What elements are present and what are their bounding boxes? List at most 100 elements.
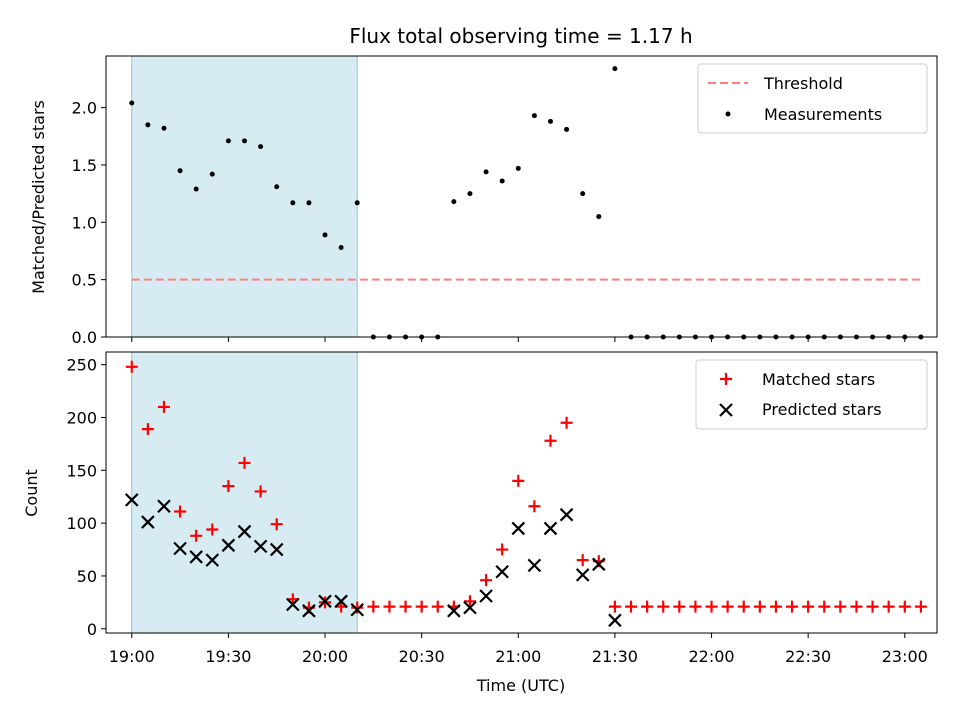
predicted-point	[543, 521, 558, 536]
y-tick-label: 1.5	[72, 156, 97, 175]
x-tick-label: 22:00	[688, 647, 734, 666]
y-tick-label: 0.0	[72, 328, 97, 347]
measurement-point	[193, 186, 199, 192]
matched-point	[206, 523, 219, 536]
ratio-x-ticks	[131, 337, 906, 342]
matched-point	[528, 500, 541, 513]
matched-point	[141, 423, 154, 436]
measurement-point	[531, 113, 537, 119]
matched-point	[480, 574, 493, 587]
measurement-point	[580, 191, 586, 197]
x-tick-label: 19:00	[109, 647, 155, 666]
x-tick-label: 20:00	[302, 647, 348, 666]
matched-point	[769, 600, 782, 613]
y-tick-label: 250	[66, 356, 97, 375]
matched-point	[222, 480, 235, 493]
matched-point	[383, 600, 396, 613]
matched-point	[641, 600, 654, 613]
x-tick-label: 21:00	[495, 647, 541, 666]
x-tick-label: 19:30	[205, 647, 251, 666]
predicted-point	[575, 568, 590, 582]
count-shaded-span	[131, 351, 358, 634]
matched-point	[399, 600, 412, 613]
matched-point	[238, 456, 251, 469]
matched-point	[560, 416, 573, 429]
predicted-point	[286, 597, 300, 612]
predicted-point	[124, 493, 139, 507]
legend-matched-label: Matched stars	[762, 370, 875, 389]
measurement-point	[145, 122, 151, 128]
ratio-y-label: Matched/Predicted stars	[29, 100, 48, 294]
count-legend: Matched stars Predicted stars	[695, 359, 928, 430]
matched-point	[850, 600, 863, 613]
legend-predicted-swatch	[719, 403, 733, 417]
matched-point	[157, 400, 170, 413]
predicted-point	[511, 521, 526, 536]
measurement-point	[354, 200, 360, 206]
predicted-point	[592, 557, 606, 572]
matched-point	[496, 543, 509, 556]
measurement-point	[515, 165, 521, 171]
matched-point	[882, 600, 895, 613]
measurement-point	[225, 138, 231, 144]
predicted-point	[350, 602, 365, 617]
predicted-point	[559, 507, 574, 522]
measurement-point	[209, 171, 215, 177]
predicted-point	[495, 564, 509, 579]
y-tick-label: 1.0	[72, 213, 97, 232]
matched-point	[431, 600, 444, 613]
predicted-point	[302, 604, 316, 618]
predicted-point	[205, 553, 220, 567]
matched-point	[512, 474, 525, 487]
measurement-point	[290, 200, 296, 206]
matched-point	[254, 485, 267, 498]
x-tick-label: 21:30	[592, 647, 638, 666]
ratio-y-ticks: 0.0 0.5 1.0 1.5 2.0	[72, 99, 106, 347]
matched-point	[174, 505, 187, 518]
figure-title: Flux total observing time = 1.17 h	[349, 24, 692, 48]
measurement-point	[258, 144, 264, 150]
matched-point	[898, 600, 911, 613]
matched-point	[721, 600, 734, 613]
matched-point	[753, 600, 766, 613]
count-y-ticks: 0 50 100 150 200 250	[66, 356, 106, 639]
matched-point	[190, 529, 203, 542]
measurement-point	[129, 100, 135, 106]
matched-point	[657, 600, 670, 613]
predicted-point	[253, 539, 268, 554]
matched-point	[705, 600, 718, 613]
legend-predicted-label: Predicted stars	[762, 400, 882, 419]
measurement-point	[338, 245, 344, 251]
matched-point	[802, 600, 815, 613]
matched-point	[351, 601, 364, 614]
matched-point	[818, 600, 831, 613]
predicted-point	[447, 604, 461, 618]
predicted-point	[189, 550, 203, 564]
ratio-panel: 0.00.51.01.52.0 Matched/Predicted stars …	[29, 55, 938, 347]
measurement-point	[499, 178, 505, 184]
matched-point	[866, 600, 879, 613]
count-points	[124, 360, 927, 628]
measurement-point	[467, 191, 473, 197]
ratio-axes-frame	[105, 55, 938, 338]
measurement-point	[564, 126, 570, 132]
y-tick-label: 100	[66, 514, 97, 533]
matched-point	[367, 600, 380, 613]
predicted-point	[269, 542, 284, 557]
y-tick-label: 50	[77, 567, 97, 586]
legend-measurements-label: Measurements	[764, 105, 882, 124]
measurement-point	[451, 199, 457, 205]
predicted-point	[318, 594, 332, 609]
legend-matched-swatch	[720, 373, 732, 385]
matched-point	[737, 600, 750, 613]
matched-point	[673, 600, 686, 613]
legend-measurements-swatch	[725, 111, 731, 117]
predicted-point	[237, 524, 252, 539]
matched-point	[463, 595, 476, 608]
predicted-point	[527, 558, 542, 573]
legend-threshold-label: Threshold	[763, 74, 843, 93]
matched-point	[415, 600, 428, 613]
measurement-point	[596, 214, 602, 220]
count-axes-frame	[105, 351, 938, 634]
